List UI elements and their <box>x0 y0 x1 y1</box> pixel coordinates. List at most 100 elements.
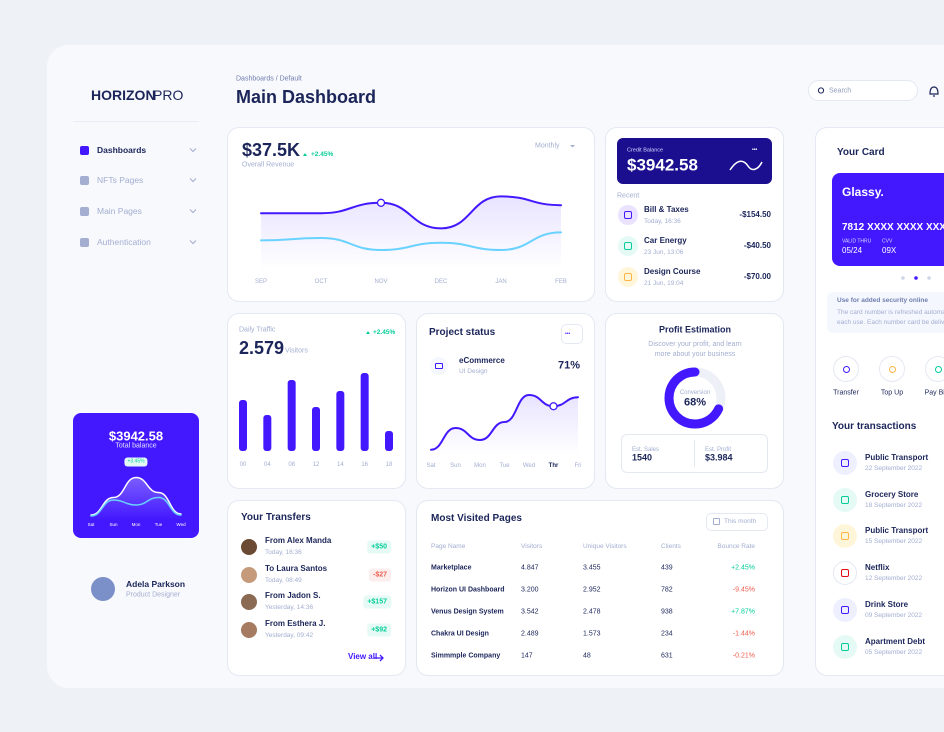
traffic-change: +2.45% <box>373 328 396 336</box>
transaction-glyph <box>841 496 849 504</box>
sales-label: Est. Sales <box>632 447 660 453</box>
cvv-label: CVV <box>882 238 893 245</box>
action-label[interactable]: Transfer <box>833 389 859 397</box>
item-value: 71% <box>557 359 580 372</box>
table-cell: 147 <box>521 652 533 660</box>
visited-card <box>416 500 784 676</box>
action-glyph <box>888 365 896 373</box>
bank-card <box>832 173 944 266</box>
divider <box>73 121 199 122</box>
profit-value: $3.984 <box>705 452 733 463</box>
transaction-date: 18 September 2022 <box>865 501 923 509</box>
table-cell: Marketplace <box>431 564 472 572</box>
period-button[interactable] <box>706 513 768 531</box>
calendar-icon <box>713 518 720 525</box>
transfer-date: Yesterday, 09:42 <box>265 631 314 639</box>
item-date: 23 Jun, 13:06 <box>644 248 684 256</box>
table-cell: 234 <box>661 630 673 638</box>
column-header: Clients <box>661 542 681 550</box>
traffic-unit: Visitors <box>285 347 308 355</box>
table-cell: 3.200 <box>521 586 539 594</box>
card-title: Project status <box>429 327 496 338</box>
revenue-amount: $37.5K <box>242 140 301 160</box>
action-label[interactable]: Pay Bills <box>924 389 944 397</box>
more-button[interactable] <box>561 324 583 344</box>
table-cell: Venus Design System <box>431 608 504 616</box>
credit-amount: $3942.58 <box>627 155 698 175</box>
transaction-name: Public Transport <box>865 453 929 462</box>
transfer-date: Today, 08:49 <box>265 576 302 584</box>
card-title: Your Card <box>837 147 885 158</box>
transaction-glyph <box>841 569 849 577</box>
transfer-amount: -$27 <box>368 568 391 582</box>
transaction-glyph <box>841 459 849 467</box>
nav-item[interactable]: Authentication <box>97 236 151 247</box>
period-label[interactable]: This month <box>724 517 757 525</box>
action-label[interactable]: Top Up <box>880 389 904 397</box>
nav-icon <box>80 237 89 247</box>
transaction-icon <box>833 488 857 512</box>
brand-suffix: PRO <box>153 87 184 103</box>
transfer-amount: +$92 <box>367 623 391 637</box>
profile-role: Product Designer <box>126 591 181 599</box>
period-select[interactable]: Monthly <box>535 142 560 150</box>
item-icon <box>618 267 638 287</box>
table-cell: Chakra UI Design <box>431 630 489 638</box>
table-cell: -0.21% <box>732 652 755 660</box>
transaction-icon <box>833 561 857 585</box>
nav-item[interactable]: Main Pages <box>97 205 142 216</box>
item-sub: UI Design <box>459 367 488 375</box>
transfer-date: Yesterday, 14:36 <box>265 603 314 611</box>
transaction-date: 22 September 2022 <box>865 464 923 472</box>
item-icon <box>618 205 638 225</box>
item-glyph <box>435 363 443 369</box>
balance-amount: $3942.58 <box>108 428 164 444</box>
brand: HORIZON <box>91 87 156 103</box>
nav-item[interactable]: Dashboards <box>97 144 147 155</box>
recent-label: Recent <box>617 192 640 200</box>
transaction-date: 12 September 2022 <box>865 574 923 582</box>
breadcrumb: Dashboards / Default <box>236 75 302 83</box>
card-brand: Glassy. <box>842 185 884 199</box>
valid-label: VALID THRU <box>842 238 872 245</box>
column-header: Bounce Rate <box>717 542 755 550</box>
view-all-link[interactable]: View all <box>348 652 378 661</box>
search-placeholder[interactable]: Search <box>829 87 852 95</box>
transaction-name: Public Transport <box>865 526 929 535</box>
transaction-glyph <box>841 643 849 651</box>
table-cell: +2.45% <box>731 564 755 572</box>
transaction-date: 05 September 2022 <box>865 648 923 656</box>
nav-item[interactable]: NFTs Pages <box>97 174 144 185</box>
transaction-icon <box>833 598 857 622</box>
transfer-date: Today, 16:36 <box>265 548 302 556</box>
card-title: Most Visited Pages <box>431 513 522 524</box>
transaction-icon <box>833 451 857 475</box>
sales-value: 1540 <box>632 452 653 463</box>
search-box[interactable] <box>808 80 918 101</box>
section-title: Your transactions <box>832 421 917 432</box>
transfer-amount: +$50 <box>367 540 391 554</box>
item-name: eCommerce <box>459 356 505 365</box>
transfer-name: From Alex Manda <box>265 536 332 545</box>
table-cell: +7.87% <box>731 608 755 616</box>
table-cell: 439 <box>661 564 673 572</box>
page-title: Main Dashboard <box>236 87 377 107</box>
item-date: Today, 16:36 <box>644 217 681 225</box>
item-glyph <box>624 211 632 219</box>
balance-label: Total balance <box>115 442 157 450</box>
nav-icon <box>80 206 89 216</box>
item-amount: -$70.00 <box>743 272 771 281</box>
conversion-value: 68% <box>683 396 707 409</box>
nav-icon <box>80 145 89 155</box>
transaction-glyph <box>841 532 849 540</box>
table-cell: 1.573 <box>583 630 601 638</box>
table-cell: -1.44% <box>732 630 755 638</box>
transaction-name: Apartment Debt <box>865 637 926 646</box>
avatar <box>241 594 257 610</box>
item-date: 21 Jun, 19:04 <box>644 279 684 287</box>
transfers-card <box>227 500 406 676</box>
table-cell: -9.45% <box>732 586 755 594</box>
column-header: Page Name <box>431 542 466 550</box>
table-cell: 3.455 <box>583 564 601 572</box>
